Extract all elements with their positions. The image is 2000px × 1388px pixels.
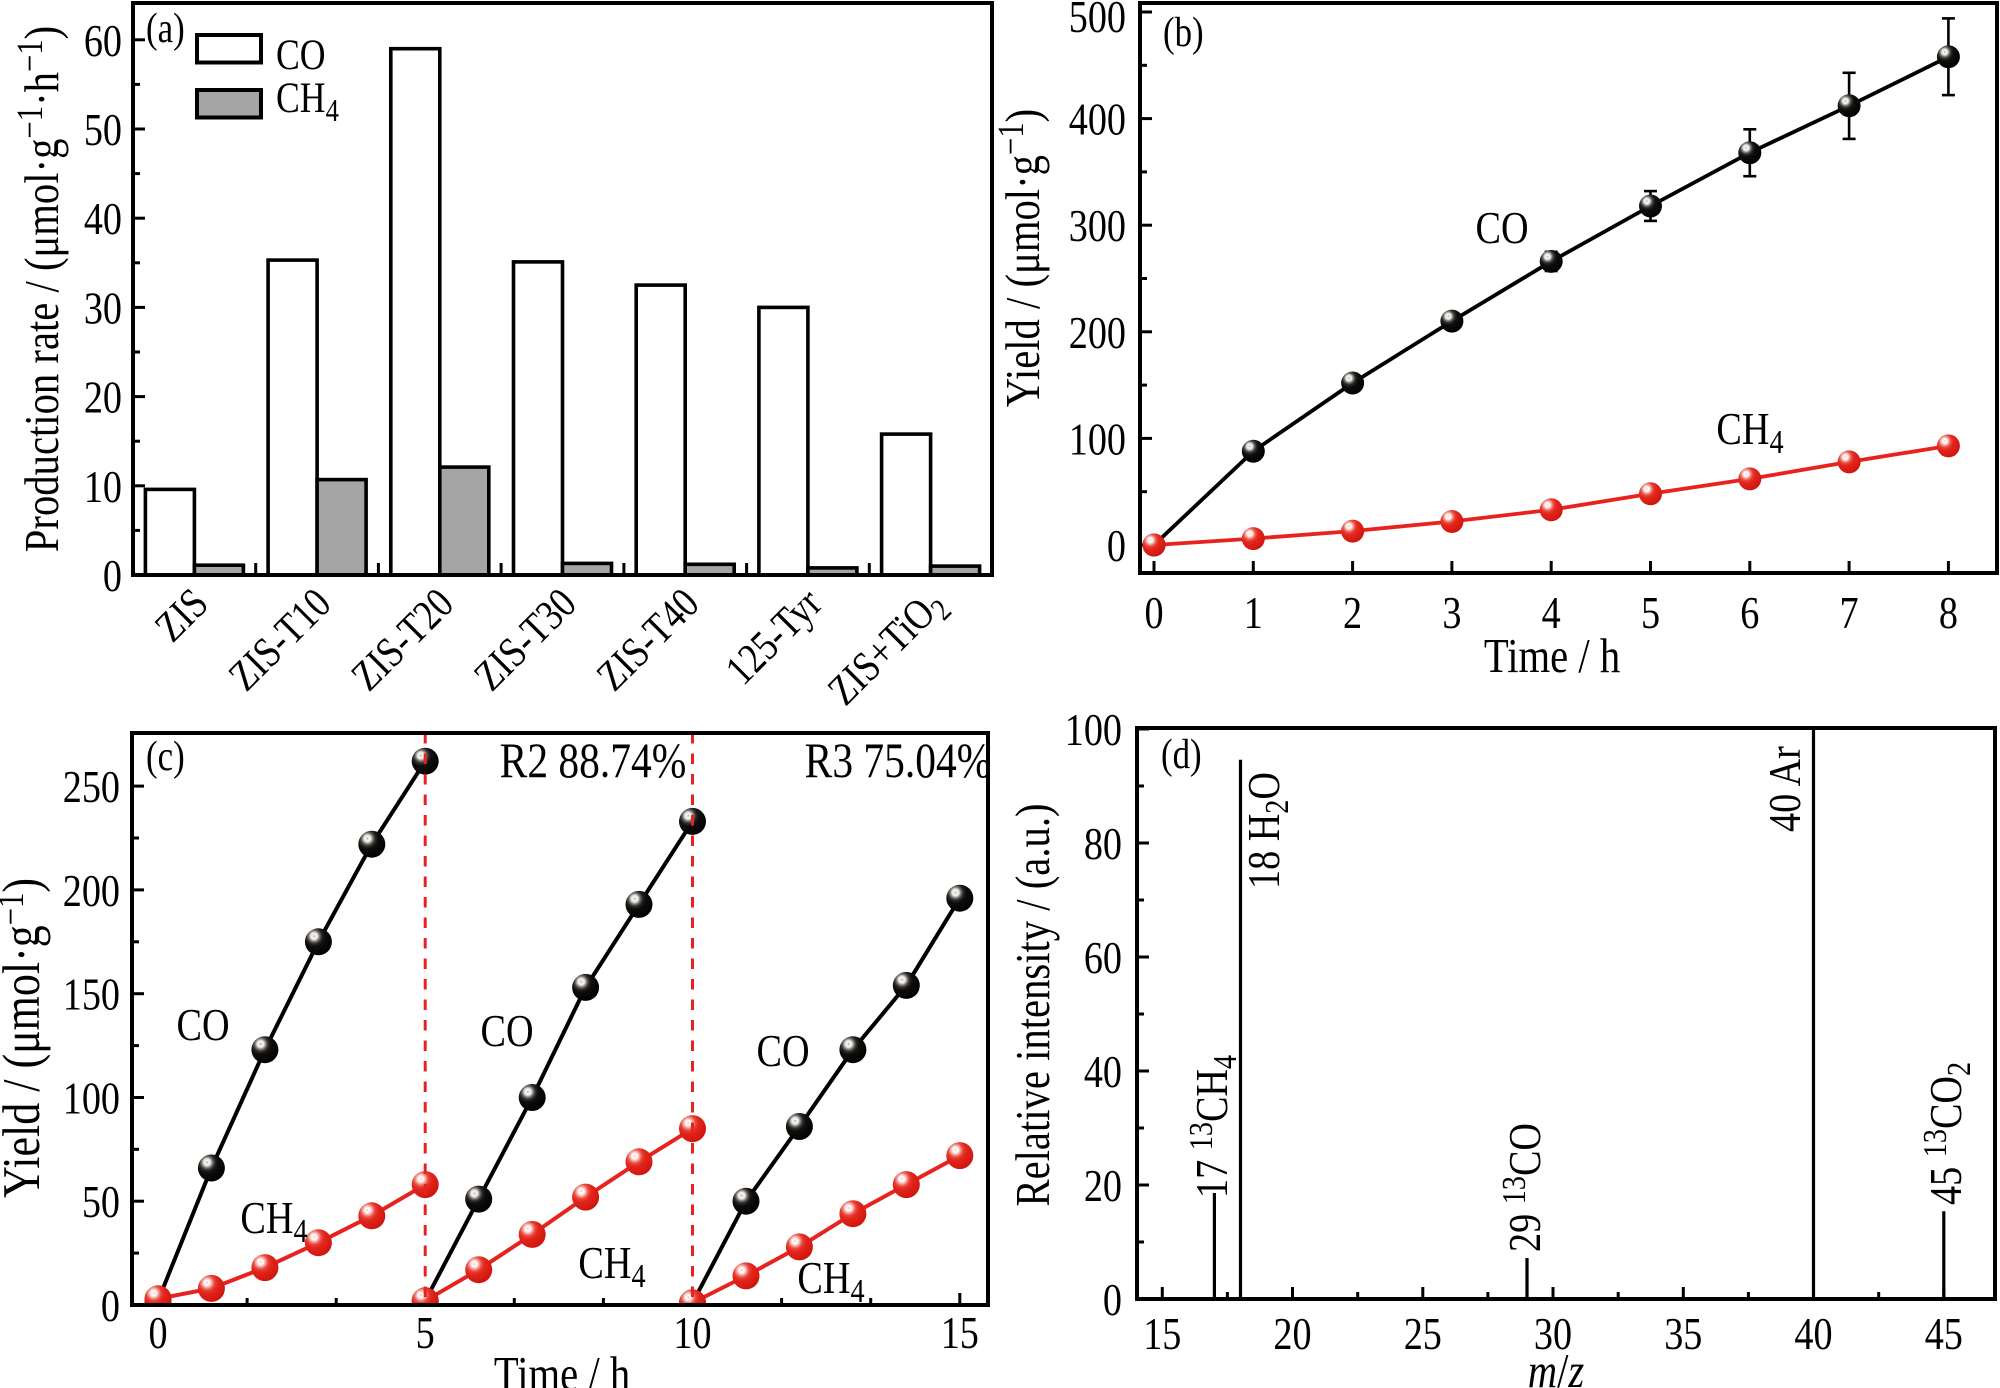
svg-text:0: 0 [101, 1281, 120, 1332]
svg-text:Time / h: Time / h [1484, 628, 1620, 682]
svg-text:45: 45 [1925, 1309, 1963, 1360]
svg-text:CO: CO [480, 1006, 533, 1057]
svg-text:40: 40 [1794, 1309, 1832, 1360]
svg-text:4: 4 [1542, 588, 1561, 639]
svg-text:CO: CO [1475, 203, 1528, 254]
svg-text:(c): (c) [146, 734, 185, 780]
svg-text:20: 20 [84, 372, 122, 423]
svg-text:100: 100 [63, 1073, 120, 1124]
svg-text:Yield / (μmol·g−1): Yield / (μmol·g−1) [991, 109, 1049, 407]
svg-text:0: 0 [1144, 588, 1163, 639]
svg-text:0: 0 [103, 551, 122, 602]
svg-text:CO: CO [276, 31, 326, 79]
svg-text:Production rate / (μmol·g−1·h−: Production rate / (μmol·g−1·h−1) [10, 26, 68, 552]
svg-text:250: 250 [63, 762, 120, 813]
svg-text:8: 8 [1939, 588, 1958, 639]
svg-text:60: 60 [84, 16, 122, 67]
svg-text:0: 0 [148, 1308, 167, 1359]
svg-text:50: 50 [84, 105, 122, 156]
svg-text:3: 3 [1442, 588, 1461, 639]
svg-text:20: 20 [1273, 1309, 1311, 1360]
svg-text:Yield / (μmol·g−1): Yield / (μmol·g−1) [0, 878, 51, 1198]
svg-text:10: 10 [84, 462, 122, 513]
svg-text:5: 5 [416, 1308, 435, 1359]
svg-text:40 Ar: 40 Ar [1760, 746, 1811, 832]
svg-text:50: 50 [82, 1177, 120, 1228]
svg-text:20: 20 [1084, 1161, 1122, 1212]
svg-text:60: 60 [1084, 933, 1122, 984]
svg-text:500: 500 [1069, 0, 1126, 43]
svg-text:5: 5 [1641, 588, 1660, 639]
svg-text:45 13CO2: 45 13CO2 [1916, 1062, 1978, 1205]
svg-text:CO: CO [176, 1000, 229, 1051]
svg-text:(b): (b) [1163, 10, 1204, 56]
svg-text:80: 80 [1084, 819, 1122, 870]
svg-text:(a): (a) [146, 6, 185, 52]
svg-text:R2 88.74%: R2 88.74% [500, 732, 687, 787]
svg-text:40: 40 [84, 194, 122, 245]
svg-text:Relative intensity / (a.u.): Relative intensity / (a.u.) [1005, 803, 1059, 1206]
svg-text:30: 30 [1534, 1309, 1572, 1360]
svg-text:0: 0 [1107, 521, 1126, 572]
svg-text:15: 15 [941, 1308, 979, 1359]
svg-text:CH4: CH4 [1716, 404, 1783, 461]
svg-text:1: 1 [1244, 588, 1263, 639]
svg-text:10: 10 [673, 1308, 711, 1359]
svg-text:25: 25 [1404, 1309, 1442, 1360]
svg-text:17 13CH4: 17 13CH4 [1182, 1055, 1244, 1198]
svg-text:m/z: m/z [1528, 1343, 1585, 1388]
svg-text:15: 15 [1143, 1309, 1181, 1360]
svg-text:CH4: CH4 [276, 74, 339, 129]
svg-text:300: 300 [1069, 201, 1126, 252]
svg-text:2: 2 [1343, 588, 1362, 639]
svg-text:R3 75.04%: R3 75.04% [805, 732, 992, 787]
svg-text:200: 200 [1069, 308, 1126, 359]
svg-text:100: 100 [1069, 414, 1126, 465]
svg-text:6: 6 [1740, 588, 1759, 639]
svg-text:7: 7 [1840, 588, 1859, 639]
svg-text:30: 30 [84, 283, 122, 334]
svg-text:35: 35 [1664, 1309, 1702, 1360]
svg-text:100: 100 [1065, 705, 1122, 756]
svg-text:150: 150 [63, 969, 120, 1020]
svg-text:Time / h: Time / h [494, 1346, 630, 1388]
svg-text:40: 40 [1084, 1047, 1122, 1098]
svg-text:CO: CO [756, 1026, 809, 1077]
svg-text:400: 400 [1069, 94, 1126, 145]
svg-text:18 H2O: 18 H2O [1239, 772, 1296, 889]
svg-text:200: 200 [63, 866, 120, 917]
svg-text:0: 0 [1103, 1275, 1122, 1326]
svg-text:(d): (d) [1161, 732, 1202, 778]
